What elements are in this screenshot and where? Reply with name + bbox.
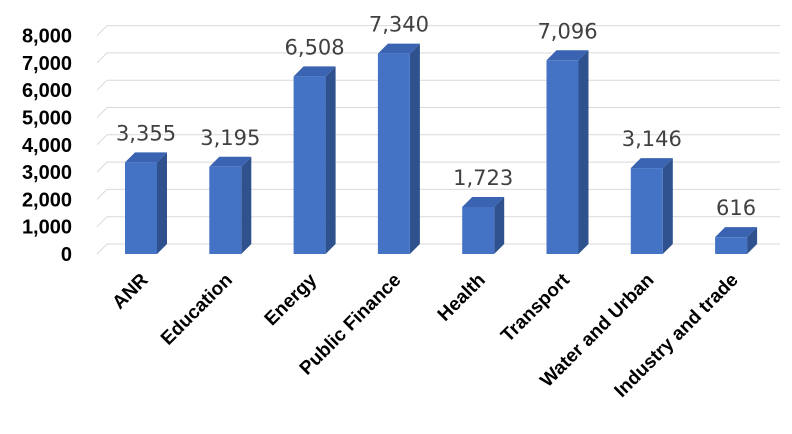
y-tick-label: 7,000 [22, 53, 72, 75]
y-tick-label: 8,000 [22, 26, 72, 48]
bar-side [662, 158, 673, 254]
bars [125, 43, 758, 255]
bar-front [125, 162, 157, 254]
bar-top [715, 227, 758, 238]
y-axis: 0 1,000 2,000 3,000 4,000 5,000 6,000 7,000 8,00… [22, 26, 72, 266]
data-label: 3,355 [116, 121, 176, 145]
y-tick-label: 6,000 [22, 80, 72, 102]
x-tick-label: ANR [109, 269, 153, 313]
data-labels: 3,355 3,195 6,508 7,340 1,723 7,096 3,146 616 [116, 13, 756, 221]
bar [715, 227, 758, 254]
bar-top [125, 152, 167, 163]
bar [209, 156, 252, 254]
gridline-side [96, 216, 108, 228]
data-label: 616 [716, 196, 756, 220]
data-label: 3,146 [622, 127, 682, 151]
bar [546, 50, 589, 254]
bar [125, 152, 167, 254]
bar-top [546, 50, 589, 61]
data-label: 3,195 [200, 126, 260, 150]
bar-front [715, 237, 748, 254]
bar-top [462, 196, 505, 207]
x-tick-label: Health [434, 270, 490, 326]
bar-side [325, 66, 336, 254]
y-tick-label: 1,000 [22, 217, 72, 239]
bar-top [630, 158, 673, 169]
x-tick-label: Education [157, 270, 237, 350]
data-label: 7,340 [369, 13, 429, 37]
bar-side [157, 152, 167, 254]
gridline-side [96, 107, 108, 118]
bar-side [747, 227, 758, 254]
bar-front [293, 76, 326, 254]
gridline-side [96, 52, 108, 64]
gridline-side [96, 25, 108, 36]
bar-front [462, 206, 495, 254]
gridline-side [96, 161, 108, 173]
bar [377, 43, 420, 255]
bar [462, 196, 505, 254]
bar-top [209, 156, 252, 167]
bar-front [546, 60, 579, 254]
bar-side [241, 156, 252, 254]
y-tick-label: 3,000 [22, 162, 72, 184]
x-tick-label: Energy [261, 269, 322, 330]
bar-side [409, 43, 420, 255]
gridline-side [96, 243, 108, 255]
data-label: 1,723 [453, 166, 513, 190]
gridline-side [96, 189, 108, 200]
bar-front [630, 168, 663, 254]
x-tick-label: Transport [497, 269, 574, 346]
bar [293, 66, 336, 254]
y-tick-label: 4,000 [22, 135, 72, 157]
bar [630, 158, 673, 254]
gridline-side [96, 134, 108, 146]
bar-front [209, 166, 242, 254]
bar-top [293, 66, 336, 77]
bar-side [494, 196, 505, 254]
data-label: 6,508 [285, 35, 345, 59]
y-tick-label: 2,000 [22, 189, 72, 211]
bar-top [377, 43, 420, 54]
y-tick-label: 5,000 [22, 108, 72, 130]
bar-front [377, 53, 410, 255]
bar-side [578, 50, 589, 254]
y-tick-label: 0 [61, 244, 72, 266]
gridline-side [96, 79, 108, 91]
data-label: 7,096 [537, 19, 597, 43]
